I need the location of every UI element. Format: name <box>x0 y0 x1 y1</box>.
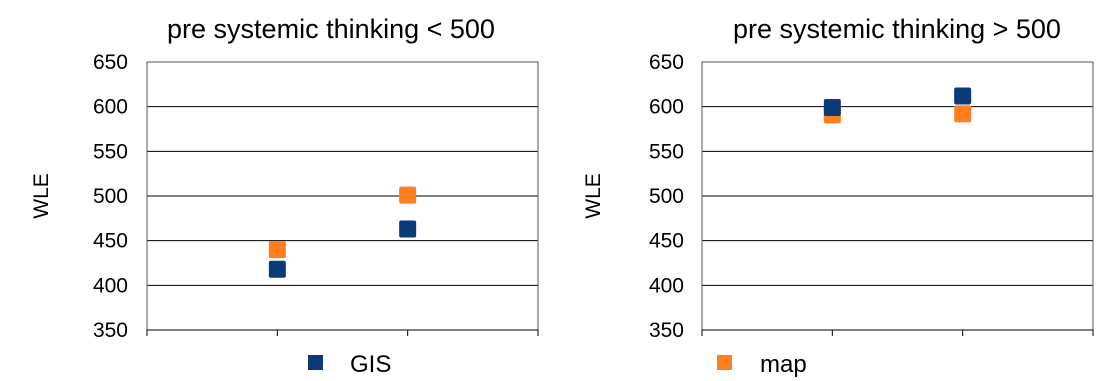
chart-left-y-tick-label-650: 650 <box>93 51 128 74</box>
legend-map-marker <box>717 355 732 370</box>
legend-gis-label: GIS <box>350 351 391 378</box>
legend-map-label: map <box>760 351 807 378</box>
chart-left-title: pre systemic thinking < 500 <box>167 14 495 44</box>
chart-left: pre systemic thinking < 500 WLE 350 400 45… <box>30 14 539 342</box>
chart-left-y-tick-label-600: 600 <box>93 96 128 119</box>
chart-right-y-tick-label-650: 650 <box>649 51 684 74</box>
chart-left-gis-point-1 <box>268 260 286 278</box>
chart-left-y-axis-label: WLE <box>30 173 53 219</box>
chart-right-y-tick-label-500: 500 <box>649 185 684 208</box>
chart-right-y-tick-label-350: 350 <box>649 319 684 342</box>
chart-left-y-tick-label-450: 450 <box>93 230 128 253</box>
chart-right: pre systemic thinking > 500 WLE 350 400 45… <box>582 14 1094 342</box>
legend: GIS map <box>308 351 807 378</box>
chart-left-y-tick-label-350: 350 <box>93 319 128 342</box>
chart-left-y-tick-label-500: 500 <box>93 185 128 208</box>
chart-right-y-tick-label-600: 600 <box>649 96 684 119</box>
chart-right-gis-point-1 <box>823 99 841 117</box>
legend-item-gis: GIS <box>308 351 391 378</box>
chart-right-gis-point-2 <box>954 87 972 105</box>
legend-gis-marker <box>308 355 323 370</box>
chart-right-y-tick-label-400: 400 <box>649 274 684 297</box>
chart-left-y-tick-label-400: 400 <box>93 274 128 297</box>
legend-item-map: map <box>717 351 807 378</box>
chart-left-plot: 350 400 450 500 550 600 650 <box>93 51 539 342</box>
chart-right-map-point-2 <box>954 105 972 123</box>
chart-right-plot: 350 400 450 500 550 600 650 <box>649 51 1094 342</box>
chart-right-title: pre systemic thinking > 500 <box>733 14 1061 44</box>
chart-left-gis-point-2 <box>399 220 417 238</box>
chart-left-map-point-1 <box>268 241 286 259</box>
chart-right-y-axis-label: WLE <box>582 173 605 219</box>
chart-right-y-tick-label-450: 450 <box>649 230 684 253</box>
chart-left-map-point-2 <box>399 186 417 204</box>
chart-right-y-tick-label-550: 550 <box>649 140 684 163</box>
chart-left-y-tick-label-550: 550 <box>93 140 128 163</box>
